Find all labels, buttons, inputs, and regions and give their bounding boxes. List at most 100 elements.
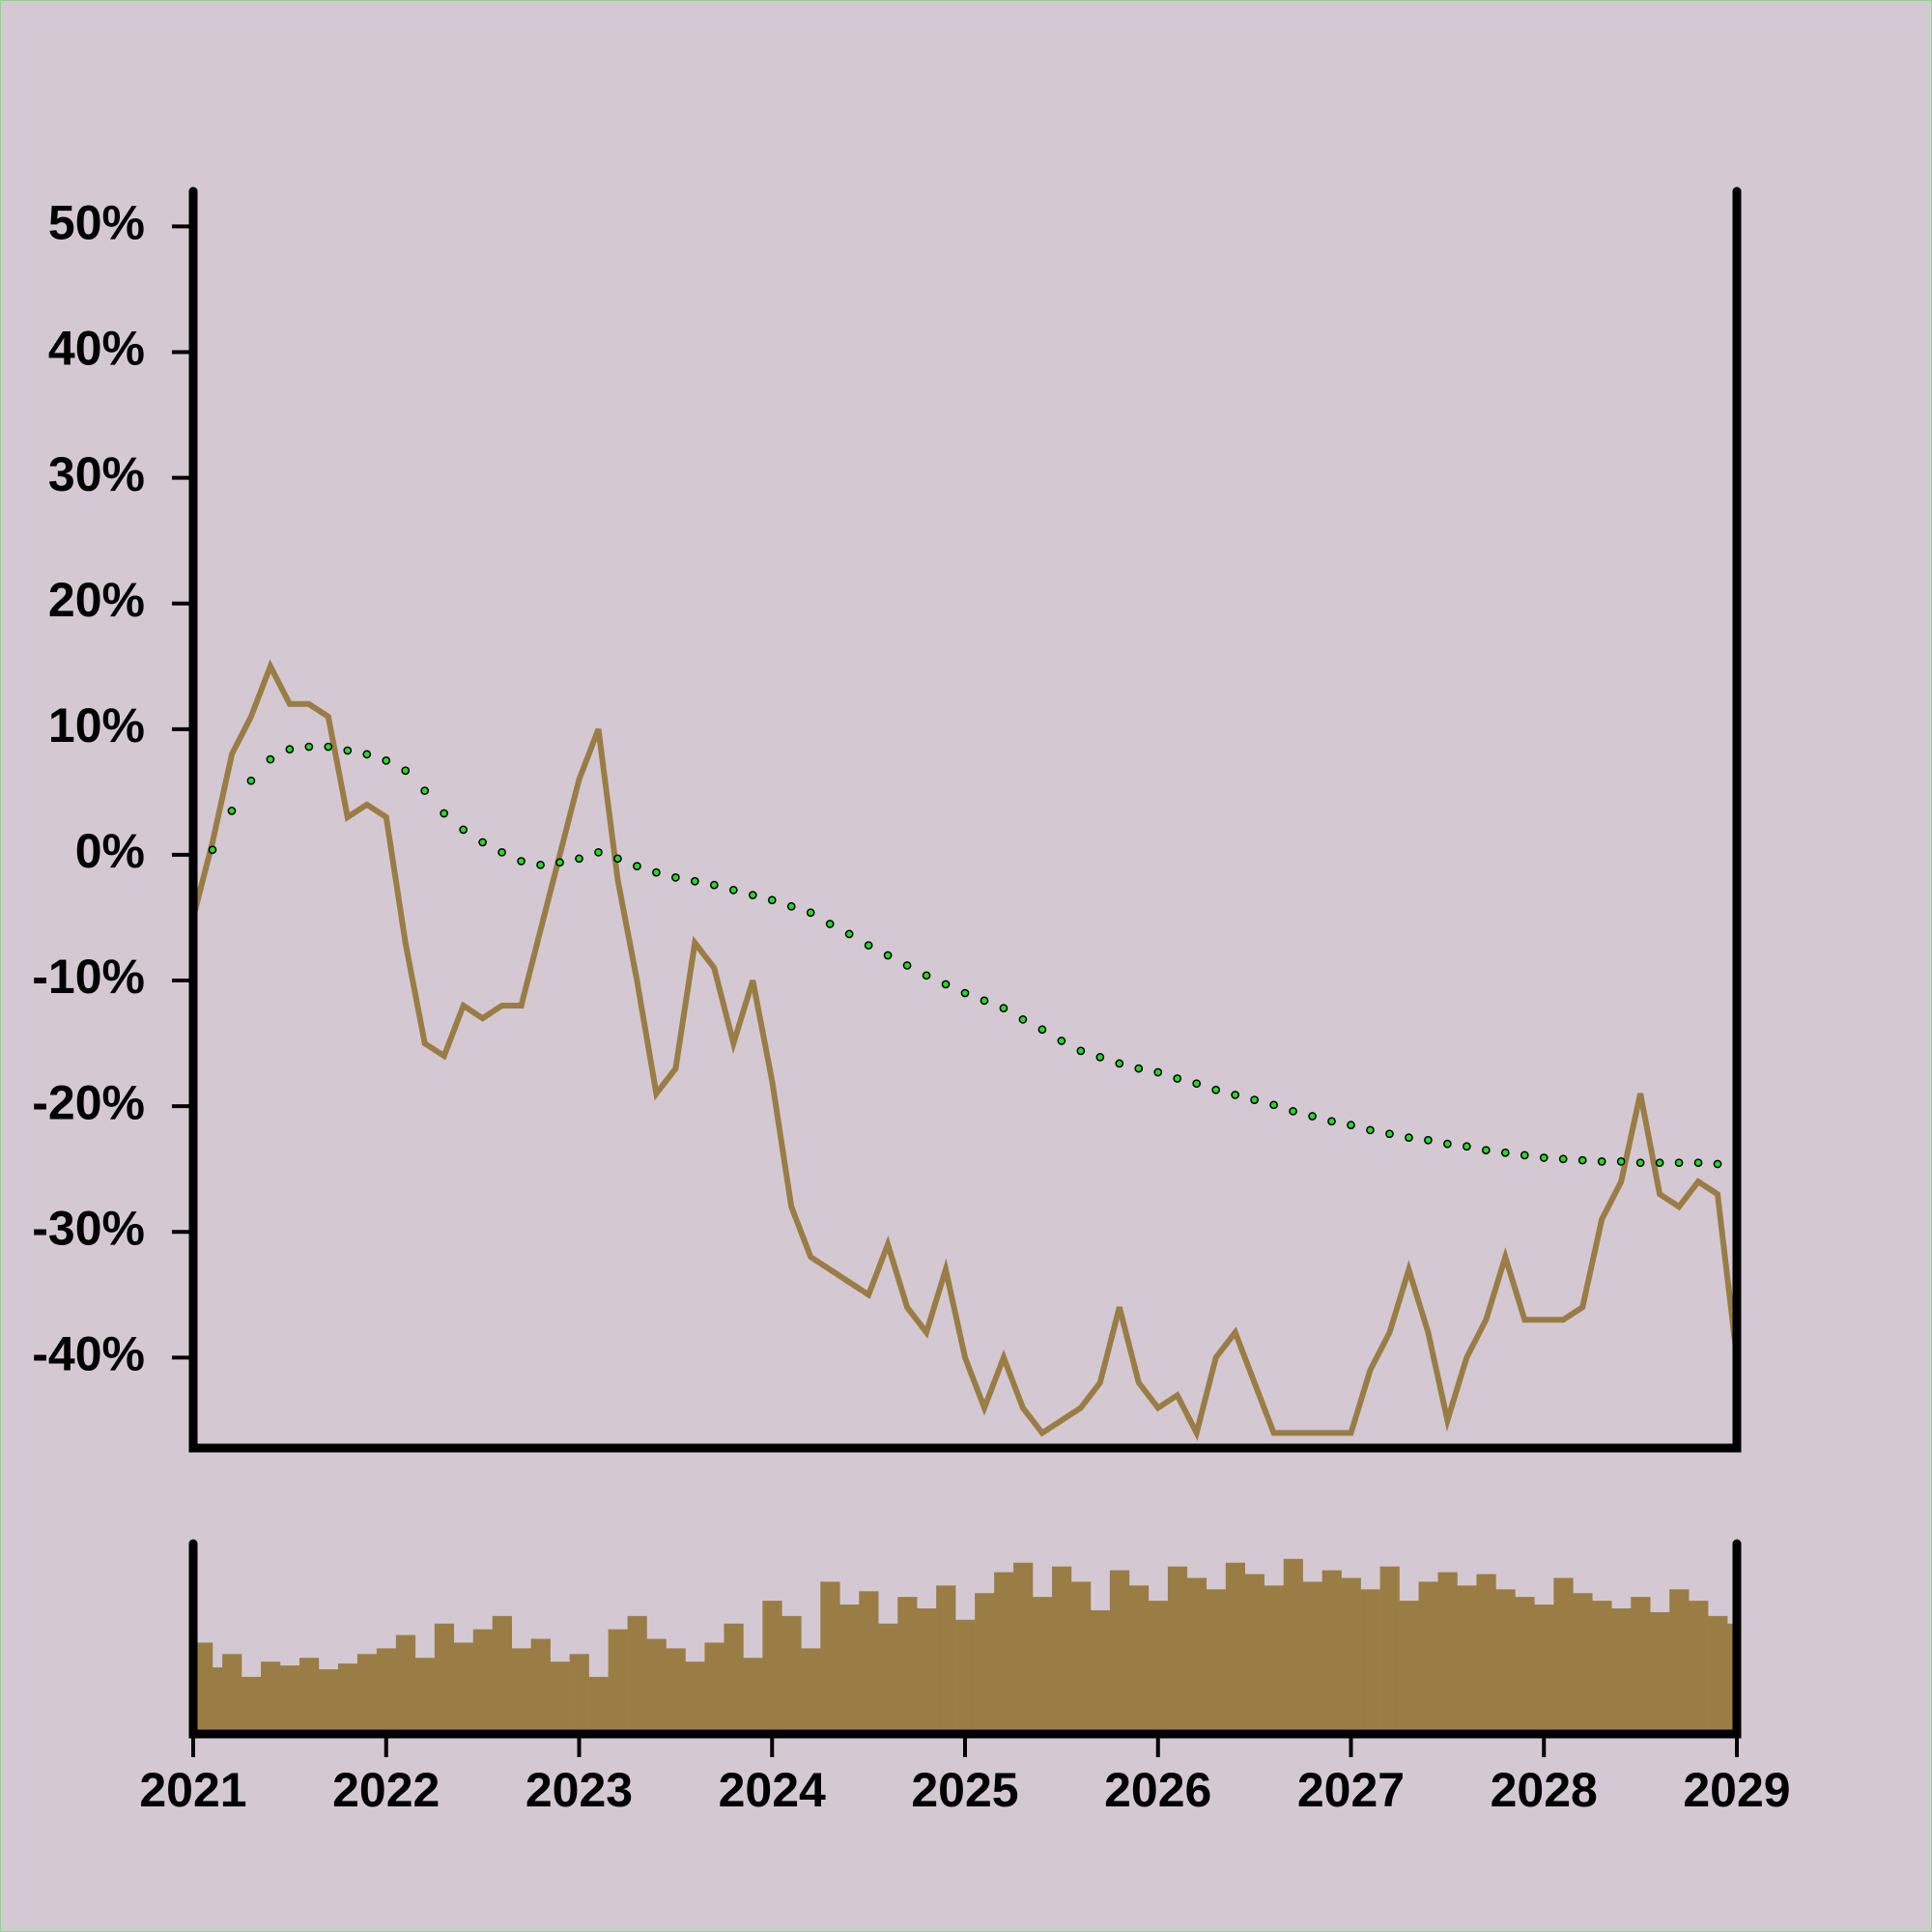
volume-bar [1495,1589,1516,1734]
volume-bar [222,1654,242,1734]
trend-dot [613,854,622,864]
trend-dot [1018,1015,1028,1024]
volume-bar [1033,1597,1053,1734]
volume-bar [1128,1585,1150,1734]
volume-bar [1650,1611,1670,1734]
volume-bar [318,1669,339,1734]
trend-dot [786,901,796,911]
volume-bar [608,1629,628,1734]
trend-dot [304,742,314,752]
price-line [193,659,1737,1441]
trend-dot [844,929,854,939]
trend-dot [883,951,893,960]
volume-bar [1341,1577,1361,1734]
trend-dot [1539,1153,1548,1162]
trend-dot [401,766,411,776]
trend-dot [1366,1125,1375,1135]
trend-dot [266,754,275,764]
trend-dot [1308,1112,1317,1121]
trend-dot [1577,1155,1587,1165]
volume-bar [511,1648,531,1734]
volume-bar [1321,1570,1342,1734]
trend-dot [1134,1064,1144,1073]
volume-bar [588,1676,609,1734]
trend-dot [246,776,256,785]
volume-bar [1437,1572,1458,1734]
volume-bar [646,1638,667,1734]
volume-bar [1553,1577,1574,1734]
trend-dot [497,847,506,857]
trend-dot [728,886,738,895]
trend-dot [671,872,680,882]
volume-bar [917,1607,937,1734]
volume-bar [1669,1589,1690,1734]
trend-dot [536,860,545,869]
trend-dot [285,745,295,753]
volume-bar [685,1662,705,1734]
trend-dot [1037,1025,1047,1035]
volume-bar [1573,1593,1593,1734]
volume-bar [242,1676,262,1734]
trend-dot [555,858,564,867]
volume-bar [395,1634,416,1734]
trend-dot [980,996,989,1006]
volume-bar [1515,1597,1535,1734]
trend-dot [382,756,391,765]
axis-frame [188,1539,1742,1739]
x-tick-label: 2027 [1297,1763,1405,1817]
volume-bar [1244,1574,1264,1734]
x-tick-label: 2028 [1491,1763,1598,1817]
trend-dot [1115,1059,1124,1068]
volume-bar [1534,1605,1554,1734]
trend-dot [1713,1159,1722,1169]
x-tick-label: 2021 [139,1763,246,1817]
trend-dot [1635,1158,1645,1168]
trend-dot [1385,1129,1394,1139]
trend-dot [902,961,912,970]
volume-bar [280,1665,300,1734]
trend-dot [767,895,777,905]
volume-bar [1109,1570,1130,1734]
volume-bar [530,1638,551,1734]
volume-bar [472,1629,493,1734]
trend-dot [691,876,699,886]
trend-dot [1558,1154,1568,1164]
volume-bar [1302,1581,1322,1734]
volume-bar [627,1615,647,1734]
y-tick-label: -20% [32,1075,145,1129]
trend-dot [324,742,333,752]
trend-dot [1153,1067,1163,1077]
volume-bar [878,1623,898,1734]
trend-dot [709,880,719,890]
volume-bar [298,1658,320,1734]
volume-bar [1206,1589,1227,1734]
volume-bar [1360,1589,1380,1734]
trend-dot [1192,1079,1202,1089]
trend-dot [1173,1074,1182,1083]
volume-bar [550,1662,570,1734]
trend-dot [1500,1148,1510,1157]
y-tick-label: 20% [48,573,145,627]
volume-bar [1090,1609,1111,1734]
volume-bar [376,1648,397,1734]
volume-bar [414,1658,436,1734]
trend-dot [1347,1121,1355,1129]
volume-bar [1186,1577,1208,1734]
x-tick-label: 2026 [1104,1763,1211,1817]
y-tick-label: -30% [32,1201,145,1255]
trend-dot [652,867,661,877]
volume-bar [839,1605,860,1734]
volume-bar [1148,1601,1169,1734]
trend-dot [1405,1133,1413,1143]
x-tick-label: 2025 [911,1763,1018,1817]
volume-bar [453,1642,474,1734]
trend-dot [1616,1157,1626,1166]
volume-bar [1052,1566,1072,1734]
volume-bar [743,1658,763,1734]
trend-dot [440,809,449,818]
volume-bar [492,1615,512,1734]
trend-dot [227,807,237,815]
trend-dot [1289,1106,1297,1116]
volume-bar [1611,1607,1632,1734]
